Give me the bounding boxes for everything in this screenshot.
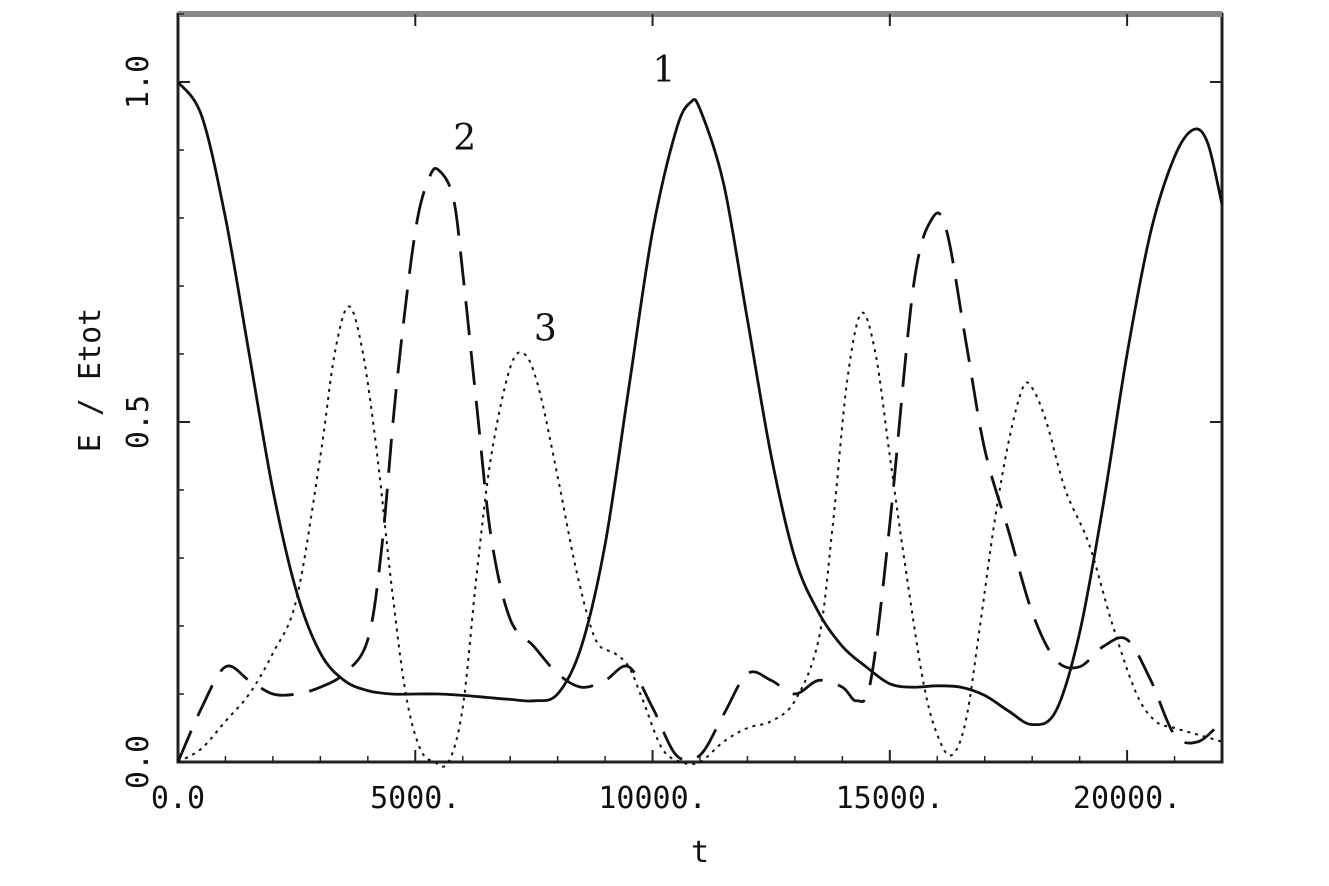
y-tick-label: 1.0 — [121, 55, 156, 109]
series-2-label: 2 — [453, 118, 476, 159]
series-2-line — [176, 166, 1223, 763]
series-group — [176, 81, 1224, 768]
y-tick-label: 0.5 — [121, 395, 156, 449]
x-tick-label: 10000. — [598, 781, 706, 816]
series-1-label: 1 — [653, 50, 676, 91]
plot-frame — [176, 12, 1224, 764]
series-3-line — [177, 305, 1223, 768]
y-tick-label: 0.0 — [121, 735, 156, 789]
axis-ticks — [177, 13, 1222, 763]
y-axis-label: E / Etot — [73, 308, 108, 453]
x-tick-label: 20000. — [1073, 781, 1181, 816]
x-tick-label: 15000. — [836, 781, 944, 816]
tick-labels: 0.0 5000. 10000. 15000. 20000. 0.0 0.5 1.0 1 2 3 — [121, 50, 1181, 816]
series-1-line — [176, 81, 1224, 727]
x-tick-label: 5000. — [370, 781, 460, 816]
series-3-label: 3 — [534, 308, 557, 349]
x-tick-label: 0.0 — [151, 781, 205, 816]
x-axis-label: t — [691, 835, 709, 870]
